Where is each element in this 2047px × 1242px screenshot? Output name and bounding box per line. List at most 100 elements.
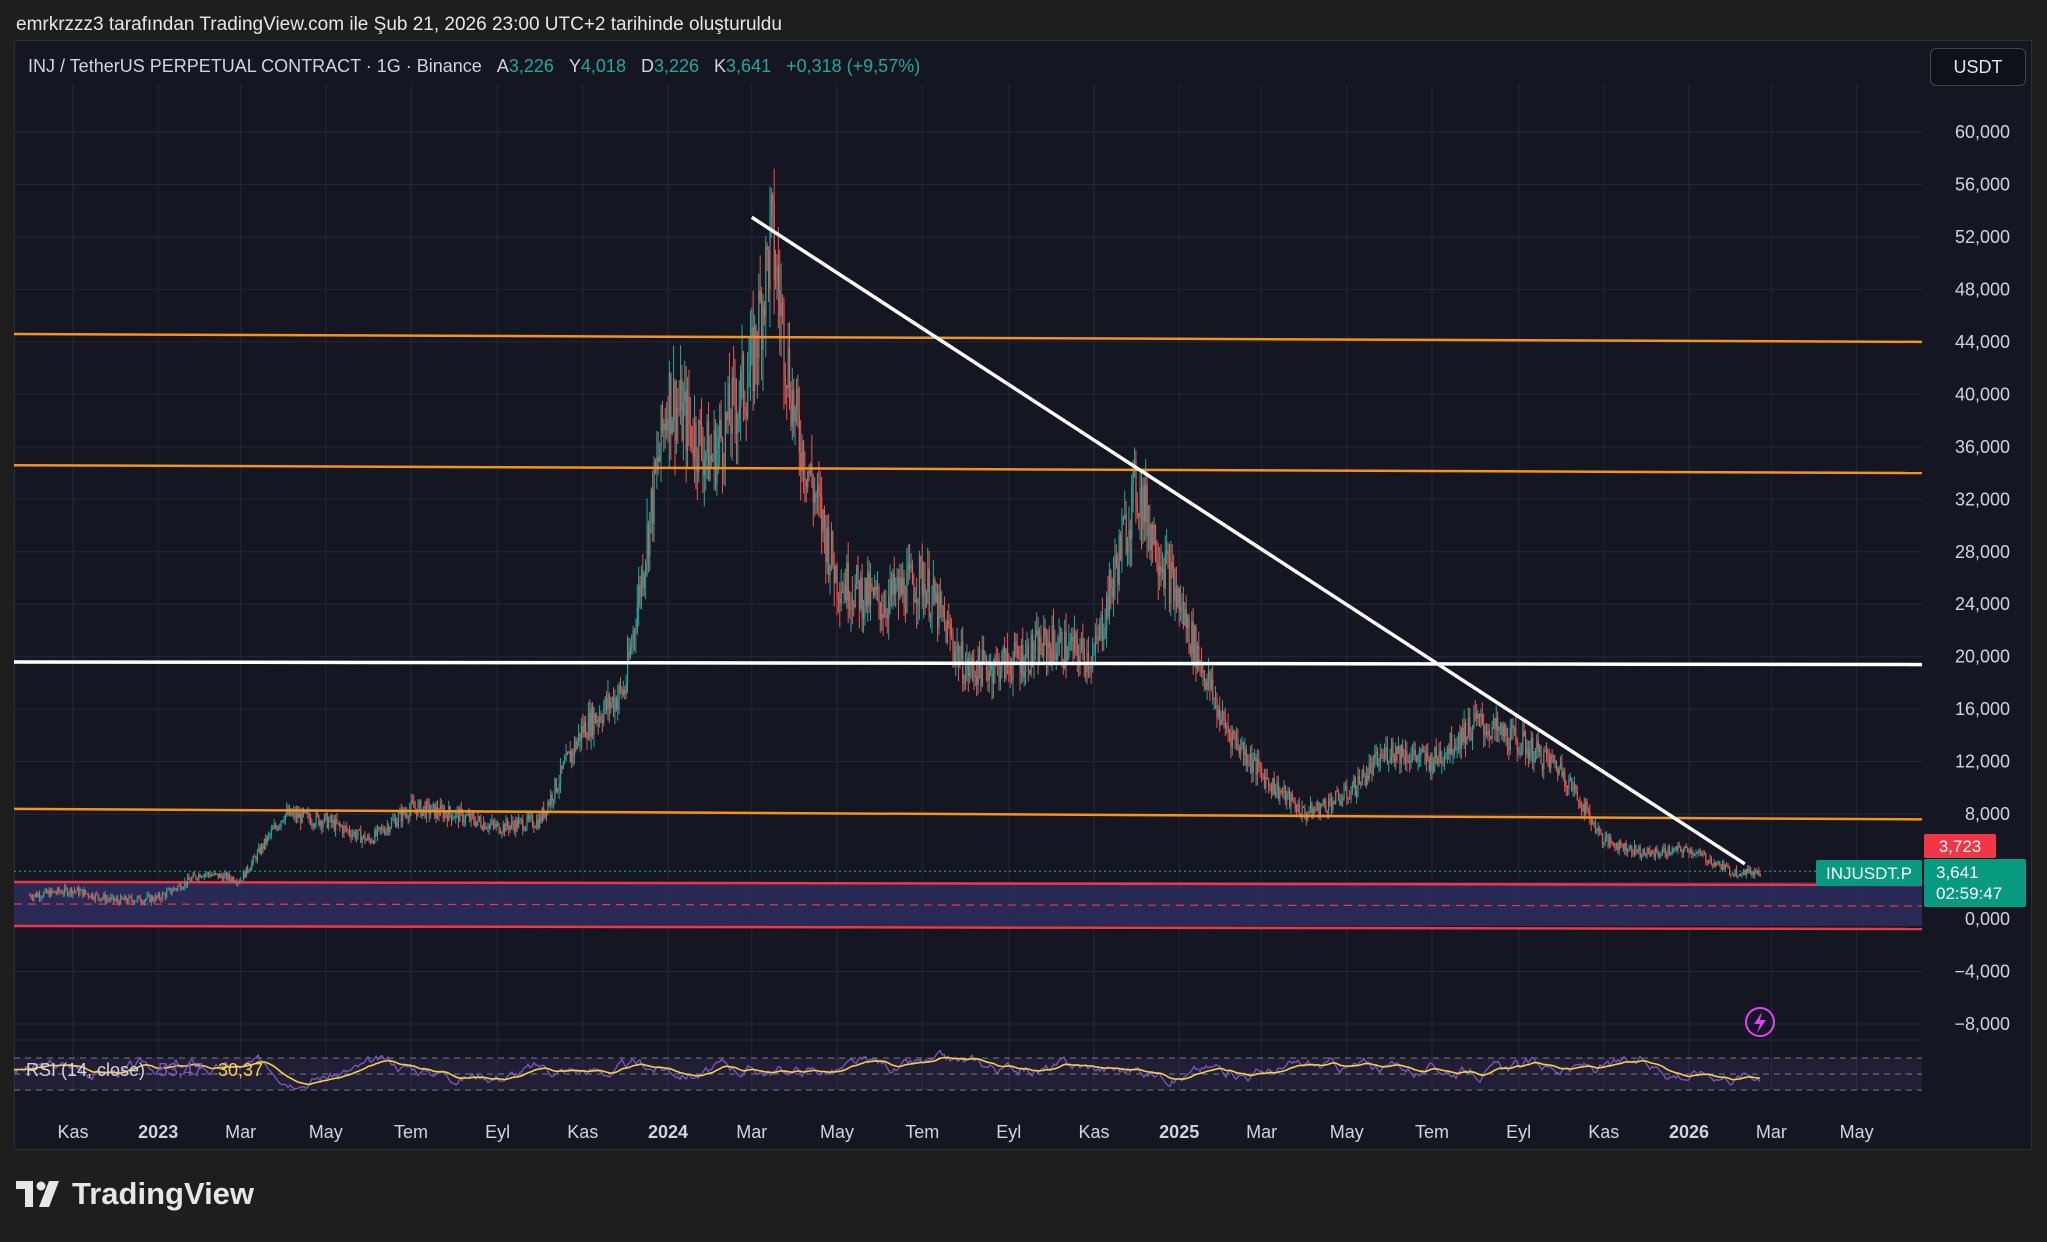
candle-body [885, 607, 887, 615]
ohlc-open: 3,226 [508, 56, 554, 76]
chart-frame[interactable] [14, 40, 2032, 1150]
candle-body [811, 463, 813, 484]
candle-body [1476, 713, 1478, 719]
candle-body [97, 894, 99, 898]
candle-body [103, 894, 105, 899]
candle-body [1688, 852, 1690, 854]
candle-body [988, 670, 990, 681]
candle-body [864, 578, 866, 609]
candle-body [814, 494, 816, 503]
candle-body [1659, 854, 1661, 856]
candle-body [1316, 801, 1319, 809]
candle-body [526, 815, 528, 828]
candle-body [927, 568, 929, 593]
candle-body [1093, 651, 1095, 655]
candle-body [1323, 799, 1326, 805]
key_level-level-line[interactable] [13, 660, 1923, 667]
candle-body [984, 658, 986, 660]
candle-body [1546, 750, 1548, 756]
price-chart[interactable]: 60,000 56,000 52,000 48,000 44,000 40,000 36,0… [0, 0, 2047, 1150]
candle-body [1480, 713, 1482, 717]
candle-body [1509, 728, 1511, 750]
candle-body [1604, 837, 1606, 843]
candle-body [1184, 609, 1186, 625]
candle-body [1445, 753, 1447, 755]
candle-body [1747, 868, 1749, 874]
symbol-title[interactable]: INJ / TetherUS PERPETUAL CONTRACT · 1G ·… [28, 56, 482, 76]
candle-body [923, 584, 925, 596]
candle-body [1740, 873, 1742, 875]
candle-body [1649, 849, 1651, 856]
time-tick-label: Eyl [485, 1122, 510, 1142]
candle-body [1311, 803, 1313, 816]
candle-body [783, 305, 785, 376]
candle-body [1677, 845, 1679, 852]
candle-body [1596, 831, 1598, 833]
candle-body [1756, 869, 1759, 874]
candle-body [1621, 844, 1623, 846]
candle-body [925, 592, 928, 608]
candle-body [1128, 529, 1130, 547]
price-tick-label: 56,000 [1955, 174, 2010, 194]
candle-body [1472, 728, 1474, 741]
candle-body [1235, 739, 1238, 741]
candle-body [1712, 863, 1714, 867]
candle-body [245, 866, 247, 878]
candle-body [354, 831, 356, 839]
candle-body [113, 895, 115, 901]
candle-body [1571, 777, 1573, 790]
currency-button[interactable]: USDT [1930, 48, 2026, 86]
candle-body [280, 820, 282, 826]
candle-body [128, 896, 130, 903]
candle-body [1100, 614, 1102, 624]
candle-body [833, 564, 835, 584]
lightning-icon[interactable] [1745, 1007, 1775, 1037]
candle-body [1192, 621, 1194, 662]
candle-body [585, 721, 587, 738]
candle-body [1668, 846, 1671, 855]
candle-body [1729, 866, 1731, 874]
candle-body [1420, 749, 1422, 756]
candle-body [1097, 637, 1099, 640]
candle-body [1645, 853, 1647, 856]
candle-body [402, 808, 404, 822]
zone-top-line [13, 880, 1923, 887]
candle-body [1254, 757, 1256, 761]
resistance-level-line[interactable] [13, 463, 1923, 475]
tradingview-logo[interactable]: TradingView [16, 1176, 254, 1212]
candle-body [1518, 749, 1520, 751]
candle-body [1167, 550, 1169, 558]
candle-body [363, 834, 365, 838]
rsi-ma-value: 30,37 [218, 1060, 263, 1080]
descending-trendline[interactable] [750, 215, 1746, 866]
candle-body [772, 194, 774, 204]
candle-body [600, 715, 602, 721]
candle-body [1058, 636, 1060, 653]
candle-body [1758, 869, 1760, 875]
ohlc-close: 3,641 [726, 56, 772, 76]
candle-body [1705, 854, 1707, 862]
candle-body [214, 872, 217, 874]
candle-body [610, 702, 612, 709]
rsi-label[interactable]: RSI (14, close) [26, 1060, 145, 1080]
candle-body [635, 631, 637, 633]
candle-body [568, 751, 570, 754]
ohlc-high-label: Y [568, 56, 581, 76]
candle-body [502, 824, 504, 833]
candle-body [1054, 644, 1056, 660]
candle-body [937, 593, 939, 628]
candle-body [649, 512, 651, 557]
candle-body [606, 697, 608, 709]
candle-body [625, 683, 627, 694]
candle-body [678, 409, 680, 411]
candle-body [1628, 847, 1630, 852]
resistance-level-line[interactable] [13, 332, 1923, 344]
support-level-line[interactable] [13, 807, 1923, 821]
candle-body [1367, 775, 1369, 779]
candle-body [1527, 747, 1530, 760]
candle-body [952, 635, 954, 651]
candle-body [592, 707, 594, 735]
candle-body [1550, 755, 1552, 769]
candle-body [512, 821, 514, 826]
candle-body [1671, 848, 1673, 853]
